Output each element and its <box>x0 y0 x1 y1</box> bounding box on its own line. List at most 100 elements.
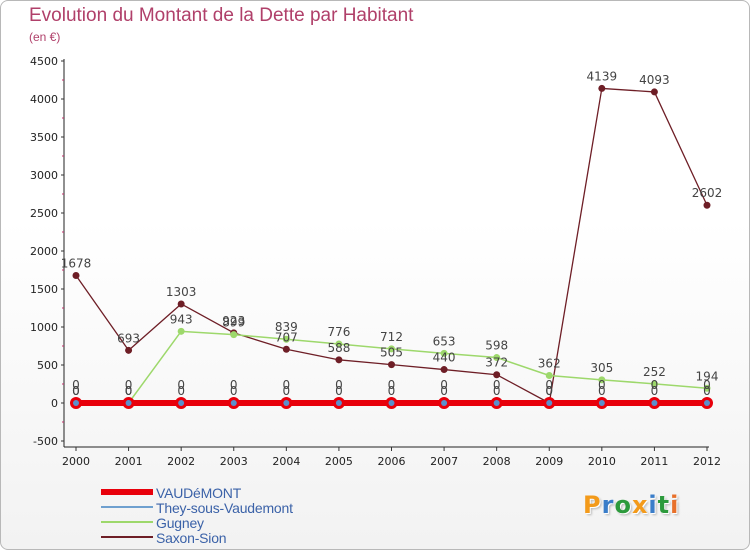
x-tick-label: 2011 <box>640 455 668 468</box>
data-label: 693 <box>117 331 140 345</box>
data-label: 252 <box>643 365 666 379</box>
data-point <box>230 331 238 339</box>
data-point <box>178 400 185 406</box>
data-point <box>650 88 658 96</box>
data-label: 372 <box>485 356 508 370</box>
data-point <box>335 340 343 348</box>
data-label: 0 <box>230 378 238 392</box>
y-tick-label: 0 <box>51 397 58 410</box>
proxiti-logo: Proxiti <box>583 491 679 519</box>
data-point <box>493 354 501 362</box>
data-label: 305 <box>590 361 613 375</box>
data-label: 923 <box>222 314 245 328</box>
data-point <box>598 84 606 92</box>
data-label: 0 <box>283 384 291 398</box>
data-label: 0 <box>598 384 606 398</box>
data-label: 4093 <box>639 73 670 87</box>
y-tick-label: 2000 <box>30 245 58 258</box>
data-label: 0 <box>651 378 659 392</box>
data-label: 839 <box>275 320 298 334</box>
data-point <box>703 201 711 209</box>
data-label: 0 <box>440 384 448 398</box>
data-point <box>177 327 185 335</box>
data-point <box>125 346 133 354</box>
data-point <box>650 380 658 388</box>
x-tick-label: 2006 <box>378 455 406 468</box>
data-point <box>282 345 290 353</box>
data-label: 0 <box>335 378 343 392</box>
data-label: 0 <box>703 384 711 398</box>
y-tick-label: 1000 <box>30 321 58 334</box>
data-label: 943 <box>170 312 193 326</box>
legend-label: Gugney <box>156 515 204 531</box>
data-point <box>493 371 501 379</box>
data-label: 0 <box>230 384 238 398</box>
data-point <box>72 271 80 279</box>
legend-label: Saxon-Sion <box>156 530 227 546</box>
data-label: 1303 <box>166 285 197 299</box>
data-label: 0 <box>177 378 185 392</box>
logo-letter: o <box>614 491 632 519</box>
data-label: 0 <box>545 384 553 398</box>
data-point <box>440 349 448 357</box>
legend-swatch <box>101 506 153 508</box>
logo-letter: t <box>657 491 671 519</box>
x-tick-label: 2002 <box>167 455 195 468</box>
y-tick-label: 3500 <box>30 131 58 144</box>
data-label: 362 <box>538 356 561 370</box>
data-point <box>388 400 395 406</box>
logo-letter: P <box>583 491 602 519</box>
data-label: 0 <box>335 384 343 398</box>
data-label: 712 <box>380 330 403 344</box>
y-tick-label: 4000 <box>30 93 58 106</box>
data-label: 0 <box>545 384 553 398</box>
logo-letter: i <box>648 491 658 519</box>
data-point <box>125 400 132 406</box>
y-tick-label: 3000 <box>30 169 58 182</box>
data-point <box>598 376 606 384</box>
data-point <box>493 400 500 406</box>
legend-label: VAUDéMONT <box>156 485 242 501</box>
data-label: 505 <box>380 346 403 360</box>
x-tick-label: 2007 <box>430 455 458 468</box>
data-point <box>703 384 711 392</box>
data-point <box>177 300 185 308</box>
data-label: 0 <box>72 378 80 392</box>
data-label: 899 <box>222 316 245 330</box>
data-point <box>335 400 342 406</box>
data-label: 1678 <box>61 256 92 270</box>
data-label: 0 <box>125 384 133 398</box>
data-label: 2602 <box>692 186 723 200</box>
data-label: 598 <box>485 339 508 353</box>
chart-subtitle: (en €) <box>29 30 61 44</box>
data-label: 653 <box>433 334 456 348</box>
data-label: 4139 <box>587 69 618 83</box>
data-label: 0 <box>125 378 133 392</box>
x-tick-label: 2001 <box>115 455 143 468</box>
data-label: 0 <box>125 384 133 398</box>
data-point <box>546 400 553 406</box>
x-tick-label: 2004 <box>272 455 300 468</box>
data-label: 0 <box>651 384 659 398</box>
data-point <box>230 400 237 406</box>
data-point <box>440 366 448 374</box>
x-tick-label: 2012 <box>693 455 721 468</box>
data-label: 440 <box>433 351 456 365</box>
data-point <box>388 345 395 353</box>
x-tick-label: 2009 <box>535 455 563 468</box>
logo-letter: x <box>631 491 649 519</box>
data-label: 0 <box>598 378 606 392</box>
data-point <box>651 400 658 406</box>
x-tick-label: 2008 <box>483 455 511 468</box>
y-tick-label: 500 <box>37 359 58 372</box>
data-point <box>335 356 343 364</box>
data-point <box>545 371 553 379</box>
data-label: 0 <box>493 378 501 392</box>
legend-label: They-sous-Vaudemont <box>156 500 293 516</box>
legend-swatch <box>101 521 153 523</box>
data-label: 588 <box>327 341 350 355</box>
y-tick-label: 1500 <box>30 283 58 296</box>
data-point <box>441 400 448 406</box>
data-label: 0 <box>388 384 396 398</box>
